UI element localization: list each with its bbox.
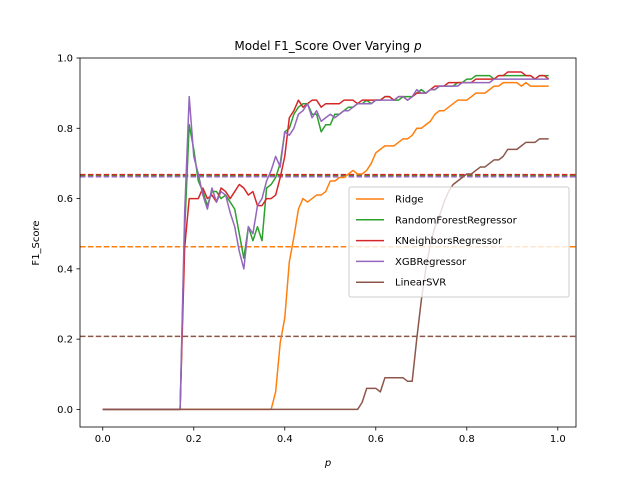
legend: Ridge RandomForestRegressor KNeighborsRegr… (348, 186, 570, 298)
y-tick-label: 0.6 (57, 194, 73, 205)
y-tick-label: 0.0 (57, 405, 73, 416)
x-tick-label: 0.2 (186, 434, 202, 445)
x-tick-label: 1.0 (550, 434, 566, 445)
xgbregressor-line (102, 78, 549, 411)
legend-label-xgbregressor: XGBRegressor (395, 257, 467, 268)
x-tick-label: 0.0 (95, 434, 111, 445)
y-axis-ticks: 0.0 0.2 0.4 0.6 0.8 1.0 (57, 54, 80, 416)
y-axis-label: F1_Score (31, 220, 42, 265)
legend-box (348, 186, 570, 298)
x-tick-label: 0.6 (368, 434, 384, 445)
legend-label-kneighborsregressor: KNeighborsRegressor (395, 236, 503, 247)
kneighborsregressor-line (102, 71, 550, 411)
x-tick-label: 0.4 (277, 434, 293, 445)
x-axis-label: p (324, 458, 331, 469)
legend-label-randomforestregressor: RandomForestRegressor (395, 215, 518, 226)
chart-title: Model F1_Score Over Varying p (234, 39, 422, 53)
legend-label-linearsvr: LinearSVR (395, 278, 446, 289)
y-tick-label: 0.2 (57, 335, 73, 346)
y-tick-label: 0.8 (57, 124, 73, 135)
x-axis-ticks: 0.0 0.2 0.4 0.6 0.8 1.0 (95, 427, 566, 445)
ridge-line (102, 81, 549, 411)
x-tick-label: 0.8 (459, 434, 475, 445)
y-tick-label: 0.4 (57, 264, 73, 275)
y-tick-label: 1.0 (57, 54, 73, 65)
legend-label-ridge: Ridge (395, 195, 424, 206)
plot-frame (79, 57, 577, 428)
chart-title-variable: p (413, 39, 422, 53)
chart-title-text: Model F1_Score Over Varying (234, 39, 414, 53)
